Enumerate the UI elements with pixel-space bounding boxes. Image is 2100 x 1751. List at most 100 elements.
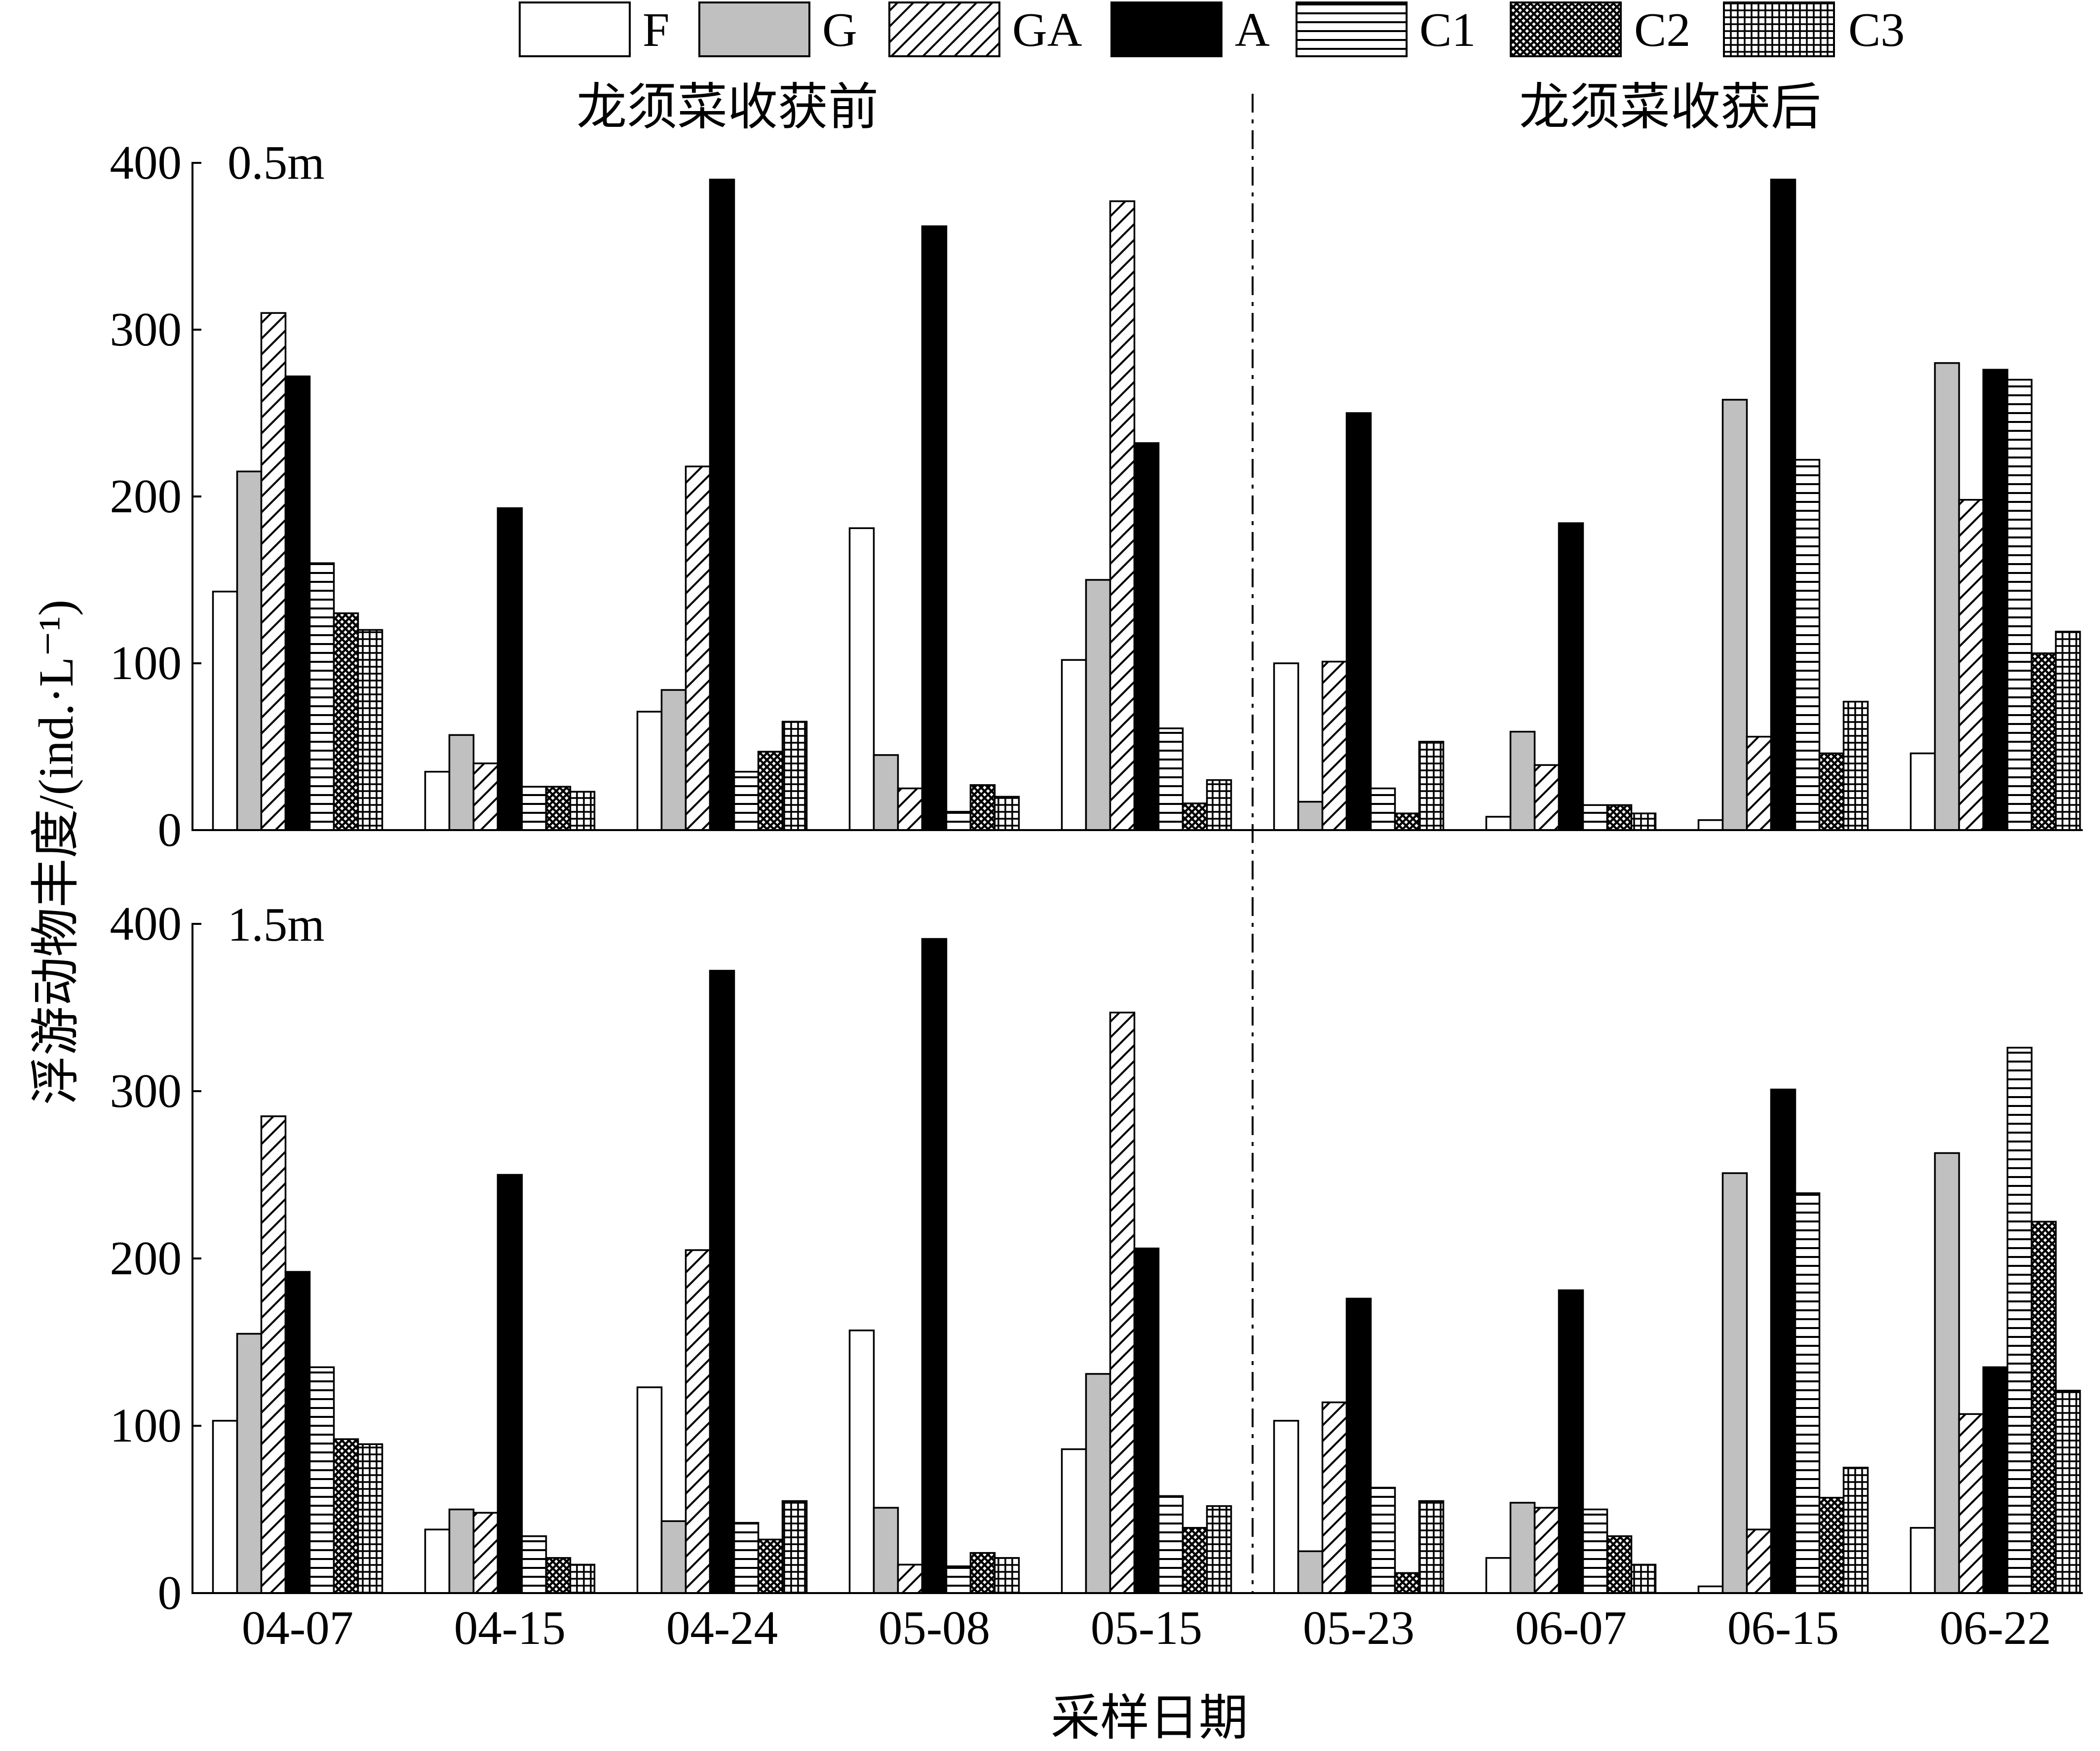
bar-1-5m-c2-06-22: [2030, 1220, 2057, 1594]
bar-group-0-5m-05-23: [1273, 412, 1445, 831]
panel-0-5m: 0 100 200 300 400 0.5m: [110, 136, 2083, 856]
bar-1-5m-f-06-07: [1485, 1557, 1512, 1594]
legend-item-a: A: [1110, 1, 1270, 57]
bar-1-5m-ga-05-23: [1321, 1401, 1348, 1594]
bar-1-5m-c3-06-07: [1630, 1563, 1657, 1594]
bar-0-5m-c2-04-07: [333, 612, 359, 831]
bar-1-5m-ga-06-15: [1746, 1528, 1772, 1594]
bar-1-5m-ga-05-15: [1109, 1011, 1136, 1594]
bar-1-5m-c1-06-15: [1794, 1192, 1821, 1594]
bar-1-5m-c3-04-07: [357, 1443, 383, 1594]
bar-0-5m-ga-06-22: [1958, 499, 1985, 831]
bar-group-1-5m-04-15: [424, 1174, 596, 1594]
bar-group-1-5m-04-24: [636, 970, 808, 1594]
bar-0-5m-g-04-15: [448, 734, 475, 831]
legend-label-ga: GA: [1012, 3, 1082, 57]
bar-group-1-5m-04-07: [212, 1115, 383, 1594]
bar-group-0-5m-05-08: [848, 225, 1020, 831]
bar-1-5m-c3-06-15: [1842, 1467, 1869, 1594]
legend-item-c3: C3: [1723, 1, 1905, 57]
bar-0-5m-c1-05-15: [1157, 727, 1184, 831]
bar-1-5m-c2-05-23: [1394, 1572, 1420, 1594]
bar-1-5m-c1-04-07: [308, 1366, 335, 1594]
bar-0-5m-f-06-15: [1697, 819, 1724, 831]
x-tick-label-04-24: 04-24: [666, 1601, 778, 1654]
bar-1-5m-a-04-24: [709, 970, 735, 1594]
bar-1-5m-f-05-08: [848, 1330, 875, 1594]
bar-0-5m-c3-04-24: [781, 721, 808, 831]
bar-1-5m-c2-05-08: [969, 1552, 996, 1594]
x-axis-title: 采样日期: [1051, 1691, 1248, 1746]
bar-0-5m-c1-04-24: [733, 770, 760, 831]
bar-1-5m-g-04-15: [448, 1508, 475, 1594]
legend-swatch-c2: [1510, 1, 1622, 57]
bar-0-5m-g-06-22: [1934, 362, 1960, 831]
bar-0-5m-c1-04-07: [308, 562, 335, 831]
bar-0-5m-c2-04-24: [757, 751, 784, 831]
bar-1-5m-c2-04-24: [757, 1538, 784, 1594]
legend: F G GA A C1 C2 C3: [519, 1, 1905, 57]
legend-swatch-ga: [888, 1, 1000, 57]
bar-0-5m-a-06-22: [1982, 369, 2009, 831]
y-tick-label-0-5m-400: 400: [110, 136, 182, 189]
y-tick-label-1-5m-200: 200: [110, 1232, 182, 1285]
panel-label-0-5m: 0.5m: [228, 136, 325, 189]
bar-0-5m-c3-06-22: [2055, 631, 2081, 831]
panel-label-1-5m: 1.5m: [228, 898, 325, 951]
bar-0-5m-ga-06-15: [1746, 735, 1772, 831]
bar-0-5m-a-04-07: [284, 375, 311, 831]
bar-1-5m-a-06-07: [1558, 1289, 1584, 1594]
bar-1-5m-g-05-23: [1297, 1550, 1324, 1594]
bar-0-5m-c2-05-15: [1182, 802, 1208, 831]
legend-item-c2: C2: [1510, 1, 1690, 57]
bar-group-1-5m-05-23: [1273, 1297, 1445, 1594]
bar-1-5m-c2-04-15: [545, 1557, 572, 1594]
bar-0-5m-a-06-07: [1558, 522, 1584, 831]
legend-label-g: G: [822, 3, 857, 57]
bar-group-1-5m-06-15: [1697, 1088, 1869, 1594]
bar-0-5m-f-05-15: [1061, 659, 1087, 831]
annotation-before-harvest: 龙须菜收获前: [576, 80, 878, 136]
y-tick-label-1-5m-100: 100: [110, 1399, 182, 1452]
bar-0-5m-c2-06-15: [1818, 752, 1845, 831]
bar-1-5m-c3-05-23: [1418, 1500, 1445, 1594]
legend-label-c2: C2: [1634, 3, 1690, 57]
bar-0-5m-c2-05-08: [969, 784, 996, 831]
bar-0-5m-a-05-23: [1345, 412, 1372, 831]
bar-group-0-5m-05-15: [1061, 200, 1232, 831]
legend-item-ga: GA: [888, 1, 1082, 57]
bar-0-5m-g-05-23: [1297, 800, 1324, 831]
bar-group-0-5m-06-15: [1697, 179, 1869, 831]
bar-0-5m-ga-04-24: [685, 465, 711, 831]
bar-0-5m-c3-05-15: [1206, 779, 1232, 831]
bar-0-5m-c2-06-07: [1606, 804, 1633, 831]
bar-1-5m-ga-04-15: [472, 1512, 499, 1594]
bar-1-5m-a-05-23: [1345, 1297, 1372, 1594]
bar-1-5m-c3-06-22: [2055, 1390, 2081, 1594]
bar-1-5m-g-05-08: [873, 1507, 899, 1594]
bar-1-5m-f-05-15: [1061, 1448, 1087, 1594]
bar-0-5m-f-05-23: [1273, 662, 1299, 831]
bar-1-5m-f-04-15: [424, 1528, 451, 1594]
bar-1-5m-ga-04-24: [685, 1249, 711, 1594]
bar-1-5m-ga-06-07: [1533, 1507, 1560, 1594]
bar-0-5m-a-04-24: [709, 179, 735, 831]
bar-1-5m-c2-06-15: [1818, 1497, 1845, 1594]
bar-1-5m-ga-05-08: [897, 1563, 923, 1594]
bar-group-1-5m-05-15: [1061, 1011, 1232, 1594]
bar-1-5m-g-06-07: [1509, 1502, 1536, 1594]
bar-0-5m-a-04-15: [496, 507, 523, 831]
bar-1-5m-f-04-24: [636, 1386, 663, 1594]
annotation-after-harvest: 龙须菜收获后: [1519, 80, 1821, 136]
x-tick-label-06-15: 06-15: [1727, 1601, 1839, 1654]
y-tick-label-0-5m-100: 100: [110, 637, 182, 689]
bar-1-5m-ga-06-22: [1958, 1413, 1985, 1594]
bar-0-5m-g-05-15: [1085, 579, 1111, 831]
bar-0-5m-c3-04-15: [569, 791, 596, 831]
bar-group-0-5m-04-07: [212, 312, 383, 831]
bar-0-5m-c1-04-15: [521, 786, 547, 831]
x-tick-label-04-07: 04-07: [242, 1601, 353, 1654]
y-tick-label-1-5m-300: 300: [110, 1065, 182, 1117]
bar-1-5m-c3-04-15: [569, 1563, 596, 1594]
